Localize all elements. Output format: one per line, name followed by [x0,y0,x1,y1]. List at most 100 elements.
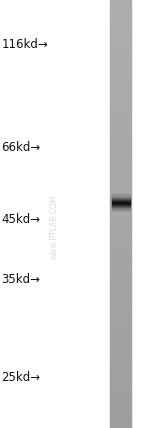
Bar [110,103,131,105]
Bar [110,167,131,169]
Bar [110,332,131,334]
Bar [110,169,131,171]
Bar [110,240,131,242]
Bar [110,278,131,280]
Bar [110,248,131,250]
Bar [110,141,131,143]
Bar [110,143,131,146]
Bar [110,34,131,36]
Bar [110,357,131,360]
Bar [110,370,131,372]
Bar [110,345,131,347]
Bar [110,274,131,276]
Bar [110,233,131,235]
Bar [110,214,131,216]
Bar [110,321,131,323]
Bar [110,409,131,411]
Bar [110,45,131,47]
Bar [110,319,131,321]
Bar [110,383,131,385]
Bar [110,272,131,274]
Bar [110,6,131,9]
Bar [110,304,131,306]
Bar [110,398,131,400]
Bar [110,396,131,398]
Bar [110,218,131,220]
Bar [110,220,131,223]
Text: 25kd→: 25kd→ [2,371,41,384]
Bar [110,124,131,126]
Bar [110,105,131,107]
Bar [110,413,131,415]
Bar [110,178,131,180]
Bar [110,83,131,86]
Bar [110,280,131,282]
Bar [110,43,131,45]
Bar [110,347,131,349]
Bar [110,73,131,75]
Bar [110,330,131,332]
Bar [110,315,131,317]
Bar [110,389,131,392]
Bar [110,184,131,186]
Bar [110,255,131,257]
Bar [110,340,131,342]
Bar [110,96,131,98]
Bar [110,150,131,152]
Bar [110,336,131,338]
Bar [110,133,131,135]
Bar [110,263,131,265]
Bar [110,426,131,428]
Text: 116kd→: 116kd→ [2,39,48,51]
Bar [110,342,131,345]
Bar [110,79,131,81]
Bar [110,81,131,83]
Bar [110,353,131,355]
Bar [110,282,131,285]
Bar [110,293,131,295]
Bar [110,62,131,64]
Bar [110,94,131,96]
Bar [110,36,131,39]
Bar [110,407,131,409]
Bar [110,51,131,54]
Text: 35kd→: 35kd→ [2,273,40,285]
Bar [110,372,131,374]
Bar [110,11,131,13]
Bar [110,182,131,184]
Bar [110,30,131,32]
Bar [110,64,131,66]
Bar [110,32,131,34]
Bar [110,56,131,58]
Bar [110,268,131,270]
Bar [110,216,131,218]
Bar [110,338,131,340]
Bar [110,109,131,111]
Bar [110,317,131,319]
Bar [110,122,131,124]
Bar [110,2,131,4]
Bar [110,259,131,261]
Bar [110,404,131,407]
Bar [110,295,131,297]
Bar [110,381,131,383]
Bar [110,210,131,212]
Bar [110,238,131,240]
Bar [110,287,131,289]
Bar [110,400,131,402]
Bar [110,21,131,24]
Bar [110,306,131,308]
Bar [110,186,131,188]
Bar [110,28,131,30]
Bar [110,137,131,139]
Bar [110,424,131,426]
Bar [110,235,131,238]
Bar [110,77,131,79]
Bar [110,75,131,77]
Bar [110,310,131,312]
Bar [110,291,131,293]
Bar [110,139,131,141]
Bar [110,180,131,182]
Bar [110,39,131,41]
Bar [110,387,131,389]
